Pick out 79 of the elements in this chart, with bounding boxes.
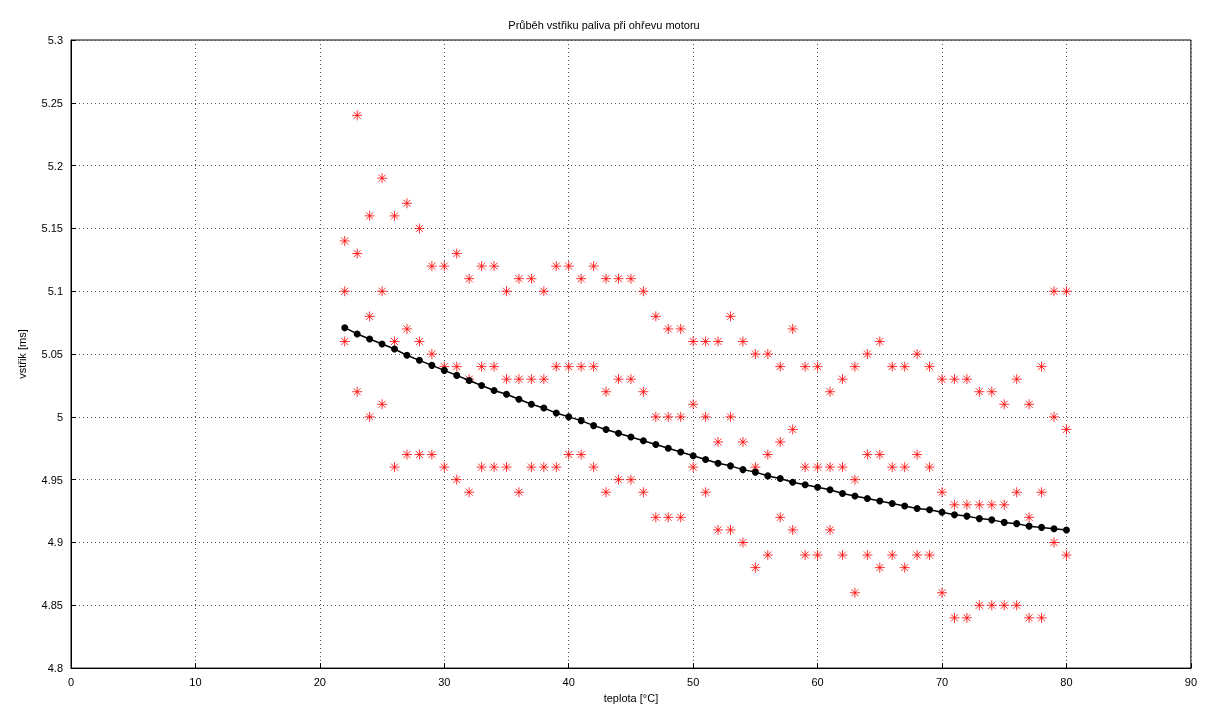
point [1025, 522, 1033, 530]
point [415, 356, 423, 364]
x-tick-label: 40 [562, 675, 575, 688]
x-tick-label: 60 [811, 675, 824, 688]
point [739, 466, 747, 474]
point [876, 497, 884, 505]
point [1062, 526, 1070, 534]
point [577, 417, 585, 425]
point [341, 324, 349, 332]
point [503, 390, 511, 398]
point [1000, 518, 1008, 526]
y-axis-title: vstřik [ms] [15, 329, 28, 379]
point [888, 500, 896, 508]
point [403, 351, 411, 359]
point [353, 330, 361, 338]
point [527, 400, 535, 408]
point [764, 472, 772, 480]
y-tick-label: 5.2 [47, 159, 63, 172]
y-tick-label: 5.25 [41, 96, 63, 109]
point [826, 486, 834, 494]
point [552, 409, 560, 417]
point [652, 441, 660, 448]
y-tick-label: 5.3 [47, 34, 63, 46]
point [988, 516, 996, 524]
x-tick-label: 0 [67, 675, 75, 688]
point [901, 502, 909, 510]
point [428, 361, 436, 369]
point [478, 381, 486, 389]
x-tick-label: 80 [1060, 675, 1073, 688]
x-tick-label: 50 [687, 675, 700, 688]
point [726, 462, 734, 470]
point [863, 495, 871, 503]
y-tick-label: 4.8 [47, 662, 63, 675]
point [938, 508, 946, 516]
point [366, 335, 374, 343]
point [913, 505, 921, 513]
y-tick-label: 5.15 [41, 222, 63, 235]
point [391, 345, 399, 353]
x-tick-label: 10 [189, 675, 202, 688]
point [789, 478, 797, 486]
y-tick-label: 4.85 [41, 599, 63, 612]
point [440, 366, 448, 374]
point [689, 452, 697, 460]
point [926, 506, 934, 514]
point [639, 437, 647, 445]
x-tick-label: 20 [313, 675, 326, 688]
point [590, 422, 598, 430]
point [490, 386, 498, 394]
point [702, 456, 710, 464]
point [751, 468, 759, 476]
x-axis-title: teplota [°C] [603, 691, 659, 704]
point [664, 444, 672, 452]
point [565, 413, 573, 421]
point [540, 404, 548, 412]
x-tick-label: 70 [935, 675, 949, 688]
point [1050, 525, 1058, 533]
point [1038, 523, 1046, 531]
point [602, 425, 610, 433]
point [453, 371, 461, 379]
x-tick-label: 30 [438, 675, 451, 688]
y-tick-label: 5.05 [41, 348, 63, 361]
point [838, 489, 846, 497]
point [515, 395, 523, 403]
point [714, 459, 722, 467]
y-tick-label: 4.9 [47, 536, 63, 549]
y-tick-label: 4.95 [41, 473, 63, 486]
point [1013, 520, 1021, 528]
x-tick-label: 90 [1184, 675, 1198, 688]
chart-title: Průběh vstřiku paliva při ohřevu motoru [508, 18, 700, 31]
point [677, 448, 685, 456]
point [975, 515, 983, 523]
point [814, 483, 822, 491]
y-tick-label: 5.1 [47, 285, 63, 298]
point [615, 429, 622, 437]
y-tick-label: 5 [56, 410, 63, 423]
point [950, 511, 958, 519]
point [801, 481, 809, 489]
point [963, 512, 971, 520]
point [776, 474, 784, 482]
